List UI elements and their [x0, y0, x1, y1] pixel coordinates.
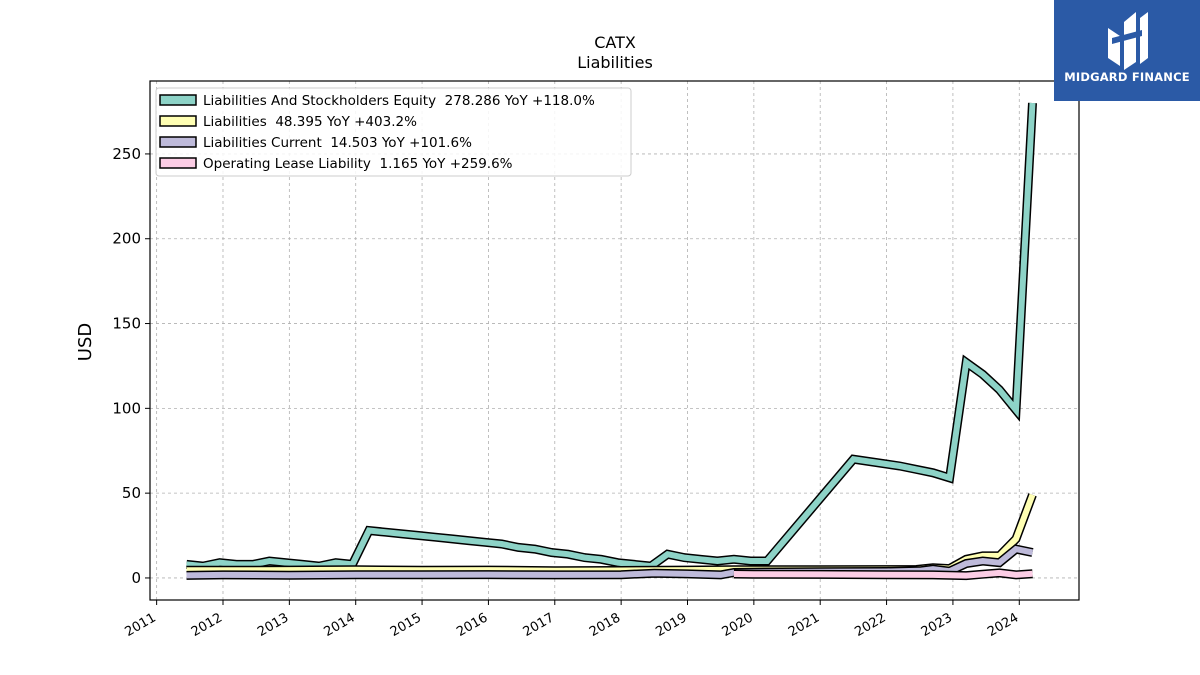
x-tick-label: 2014	[322, 610, 358, 640]
y-tick-label: 0	[131, 569, 141, 587]
brand-logo: MIDGARD FINANCE	[1054, 0, 1200, 101]
x-tick-label: 2020	[720, 610, 756, 640]
y-tick-label: 250	[112, 145, 141, 163]
y-tick-label: 100	[112, 399, 141, 417]
plot-lines	[186, 102, 1037, 581]
legend-swatch-4	[159, 157, 197, 169]
x-tick-label: 2024	[985, 610, 1021, 640]
series-line-4	[733, 569, 1033, 579]
y-tick-label: 150	[112, 315, 141, 333]
y-tick-label: 200	[112, 230, 141, 248]
x-tick-label: 2022	[852, 610, 888, 640]
x-tick-label: 2016	[454, 610, 490, 640]
legend-entry-3: Liabilities Current 14.503 YoY +101.6%	[203, 135, 472, 151]
series-line-1	[186, 102, 1036, 570]
legend-swatch-2	[159, 115, 197, 127]
y-tick-label: 50	[122, 484, 141, 502]
x-tick-label: 2013	[255, 610, 291, 640]
x-tick-label: 2012	[189, 610, 225, 640]
legend-entry-2: Liabilities 48.395 YoY +403.2%	[203, 114, 417, 130]
legend-box	[155, 87, 632, 177]
chart-subtitle: Liabilities	[577, 53, 653, 72]
x-tick-label: 2011	[122, 610, 158, 640]
x-tick-label: 2018	[587, 610, 623, 640]
x-tick-label: 2021	[786, 610, 822, 640]
legend-entry-1: Liabilities And Stockholders Equity 278.…	[203, 93, 595, 109]
plot-area	[149, 80, 1080, 601]
legend: Liabilities And Stockholders Equity 278.…	[155, 87, 632, 177]
x-tick-label: 2015	[388, 610, 424, 640]
legend-entry-4: Operating Lease Liability 1.165 YoY +259…	[203, 156, 513, 172]
series-line-3	[186, 545, 1034, 579]
x-tick-label: 2017	[521, 610, 557, 640]
x-tick-label: 2023	[919, 610, 955, 640]
legend-swatch-3	[159, 136, 197, 148]
legend-swatch-1	[159, 94, 197, 106]
x-tick-label: 2019	[653, 610, 689, 640]
chart-title: CATX	[594, 33, 636, 52]
brand-name: MIDGARD FINANCE	[1064, 70, 1190, 84]
midgard-logo-icon	[1108, 12, 1148, 70]
y-axis-label: USD	[75, 323, 96, 361]
